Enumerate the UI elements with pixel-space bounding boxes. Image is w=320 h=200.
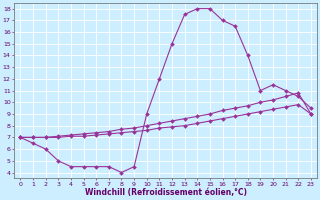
X-axis label: Windchill (Refroidissement éolien,°C): Windchill (Refroidissement éolien,°C) bbox=[85, 188, 247, 197]
